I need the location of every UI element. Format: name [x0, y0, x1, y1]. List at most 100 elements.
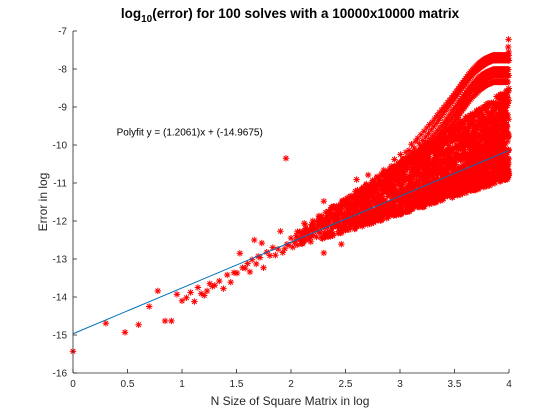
scatter-point	[385, 178, 392, 186]
scatter-point	[178, 297, 186, 304]
scatter-point	[462, 131, 469, 139]
scatter-point	[446, 149, 454, 156]
chart-title: log10(error) for 100 solves with a 10000…	[121, 6, 460, 25]
scatter-point	[404, 208, 412, 215]
scatter-point	[496, 94, 503, 102]
scatter-point	[353, 176, 360, 183]
y-tick-label: -13	[53, 255, 68, 266]
scatter-point	[391, 156, 398, 163]
x-tick-label: 2	[288, 379, 294, 390]
scatter-point	[504, 137, 511, 145]
scatter-point	[400, 198, 408, 205]
scatter-point	[406, 173, 414, 181]
scatter-point	[462, 186, 470, 193]
x-tick-label: 1.5	[230, 379, 244, 390]
y-tick-label: -9	[58, 103, 67, 114]
scatter-point	[503, 112, 510, 119]
scatter-point	[488, 180, 496, 188]
scatter-point	[253, 260, 260, 268]
scatter-point	[477, 144, 485, 151]
scatter-point	[327, 209, 334, 216]
scatter-point	[194, 284, 202, 291]
polyfit-annotation: Polyfit y = (1.2061)x + (-14.9675)	[117, 128, 263, 139]
scatter-point	[364, 171, 372, 179]
scatter-point	[373, 215, 380, 223]
y-tick-label: -10	[53, 141, 68, 152]
scatter-point	[333, 212, 340, 220]
scatter-point	[455, 145, 462, 152]
scatter-point	[346, 220, 354, 227]
scatter-point	[251, 236, 258, 244]
y-tick-label: -8	[58, 65, 67, 76]
y-axis-title: Error in log	[36, 173, 50, 232]
scatter-point	[485, 175, 492, 182]
scatter-point	[412, 169, 420, 177]
scatter-point	[446, 153, 453, 161]
scatter-point	[505, 170, 513, 177]
scatter-point	[236, 250, 244, 257]
scatter-point	[358, 220, 365, 227]
scatter-point	[487, 143, 494, 150]
scatter-point	[491, 162, 498, 170]
scatter-point	[391, 211, 398, 219]
scatter-point	[173, 291, 181, 298]
chart-title-subscript: 10	[141, 14, 153, 25]
scatter-point	[187, 289, 194, 296]
scatter-point	[445, 133, 452, 141]
scatter-point	[445, 180, 452, 187]
scatter-point	[472, 150, 480, 157]
scatter-point	[432, 168, 439, 175]
scatter-point	[462, 151, 469, 158]
chart-title-suffix: (error) for 100 solves with a 10000x1000…	[152, 6, 459, 21]
x-axis-title: N Size of Square Matrix in log	[211, 394, 370, 408]
scatter-point	[468, 149, 475, 156]
scatter-point	[438, 196, 445, 203]
scatter-point	[481, 115, 488, 123]
scatter-point	[224, 271, 231, 279]
scatter-point	[450, 160, 458, 167]
scatter-point	[418, 188, 425, 195]
scatter-point	[505, 72, 512, 79]
scatter-point	[502, 121, 510, 128]
scatter-point	[313, 218, 320, 225]
scatter-point	[203, 287, 211, 295]
scatter-points-layer	[69, 36, 513, 355]
scatter-point	[320, 198, 328, 205]
scatter-point	[121, 329, 129, 336]
scatter-point	[135, 321, 142, 328]
scatter-point	[484, 137, 491, 144]
y-tick-label: -12	[53, 217, 68, 228]
scatter-point	[475, 185, 483, 193]
y-tick-label: -11	[53, 179, 67, 190]
y-tick-label: -15	[53, 331, 68, 342]
scatter-point	[492, 139, 500, 146]
scatter-point	[246, 268, 254, 276]
scatter-point	[260, 264, 267, 271]
scatter-point	[372, 186, 380, 194]
scatter-point	[486, 100, 493, 107]
scatter-point	[490, 133, 498, 140]
scatter-point	[479, 149, 486, 156]
scatter-point	[440, 170, 448, 177]
scatter-point	[376, 197, 383, 205]
scatter-point	[420, 198, 428, 206]
scatter-point	[474, 172, 482, 180]
scatter-point	[338, 229, 346, 236]
scatter-point	[440, 153, 448, 160]
y-tick-label: -14	[53, 293, 68, 304]
scatter-point	[258, 239, 265, 247]
scatter-point	[201, 292, 208, 299]
scatter-point	[364, 219, 371, 226]
scatter-point	[353, 217, 361, 225]
scatter-point	[450, 177, 457, 184]
x-tick-label: 0.5	[121, 379, 135, 390]
scatter-point	[425, 167, 433, 175]
scatter-point	[320, 249, 328, 257]
scatter-point	[467, 156, 474, 163]
scatter-point	[324, 230, 331, 238]
scatter-point	[191, 298, 198, 305]
chart-title-prefix: log	[121, 6, 141, 21]
scatter-point	[220, 285, 227, 292]
scatter-point	[216, 277, 223, 285]
scatter-point	[336, 208, 343, 215]
